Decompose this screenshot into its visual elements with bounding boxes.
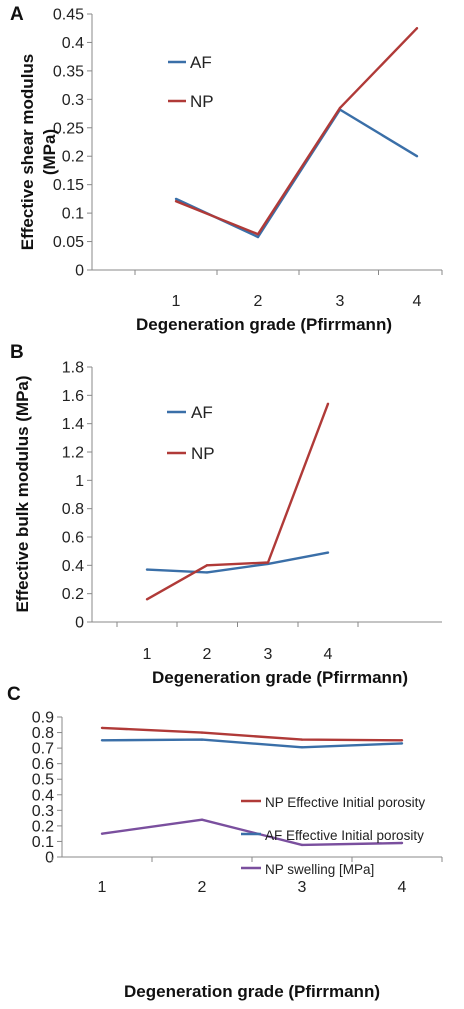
chart1-y-axis-title-line: Effective shear modulus xyxy=(18,54,37,251)
chart2-panel-label: B xyxy=(10,342,24,363)
chart3-series-line-3 xyxy=(101,818,403,847)
chart2-x-tick-label: 1 xyxy=(143,646,152,663)
chart2-series-1-point xyxy=(205,571,209,574)
chart2-legend-label-1: AF xyxy=(191,403,213,422)
chart2-x-tick-label: 3 xyxy=(264,646,273,663)
chart1-series-1-point xyxy=(174,197,178,201)
chart3-series-line-1 xyxy=(101,726,403,742)
chart1-series-1-point xyxy=(415,155,419,158)
chart3-y-tick-label: 0.8 xyxy=(32,725,54,742)
chart1-legend-label-2: NP xyxy=(190,92,214,111)
chart1-y-tick-label: 0.05 xyxy=(53,234,84,251)
chart3-x-tick-label: 2 xyxy=(198,879,207,896)
chart2-y-tick-label: 1 xyxy=(75,473,84,490)
chart1-series-1-point xyxy=(256,235,260,239)
chart1-x-axis-title: Degeneration grade (Pfirrmann) xyxy=(136,315,392,334)
chart3-y-tick-label: 0.2 xyxy=(32,818,54,835)
chart1-x-tick-label: 1 xyxy=(172,293,181,310)
chart1-y-tick-label: 0.3 xyxy=(62,92,84,109)
chart3-panel-label: C xyxy=(7,684,21,705)
chart1-y-tick-label: 0.1 xyxy=(62,206,84,223)
chart3-x-tick-label: 3 xyxy=(298,879,307,896)
chart3-y-tick-label: 0.6 xyxy=(32,756,54,773)
chart2-y-tick-label: 1.4 xyxy=(62,416,84,433)
chart1-y-tick-label: 0.35 xyxy=(53,63,84,80)
chart1-y-axis-title: Effective shear modulus (MPa) xyxy=(18,54,59,251)
chart3-legend-label-2: AF Effective Initial porosity xyxy=(265,828,424,843)
chart3-series-1-point xyxy=(200,731,204,734)
chart3-y-tick-label: 0.5 xyxy=(32,772,54,789)
chart1-x-tick-label: 4 xyxy=(413,293,422,310)
chart1-y-tick-label: 0.25 xyxy=(53,120,84,137)
chart1-y-tick-label: 0.45 xyxy=(53,7,84,24)
chart2-y-axis-title: Effective bulk modulus (MPa) xyxy=(13,375,32,612)
chart1-x-tick-label: 2 xyxy=(254,293,263,310)
chart3-series-2-point xyxy=(400,742,404,745)
chart3-x-axis-title: Degeneration grade (Pfirrmann) xyxy=(124,982,380,1001)
chart2-y-tick-label: 0.6 xyxy=(62,530,84,547)
chart1-series-2-point xyxy=(415,27,419,30)
chart3-series-line-2 xyxy=(101,738,403,749)
chart1-series-2-point xyxy=(174,200,178,203)
chart2-y-tick-label: 1.2 xyxy=(62,445,84,462)
chart2-legend-label-2: NP xyxy=(191,444,215,463)
chart3-series-3-point xyxy=(400,841,404,845)
chart3-series-1-point xyxy=(300,738,304,741)
chart3-y-tick-label: 0 xyxy=(45,850,54,867)
chart2-y-tick-label: 0 xyxy=(75,615,84,632)
chart2-y-axis-title-line: Effective bulk modulus (MPa) xyxy=(13,375,32,612)
chart3-series-3-point xyxy=(200,818,204,821)
chart2-y-tick-label: 1.6 xyxy=(62,388,84,405)
chart2-series-2-point xyxy=(266,561,270,564)
chart1-series-2-point xyxy=(338,106,342,110)
chart1-y-tick-label: 0.15 xyxy=(53,177,84,194)
chart3-y-tick-label: 0.3 xyxy=(32,803,54,820)
chart2-series-line-1 xyxy=(146,551,329,574)
chart2-y-tick-label: 0.8 xyxy=(62,501,84,518)
chart1-y-tick-label: 0.4 xyxy=(62,35,84,52)
chart2-series-2-point xyxy=(205,564,209,567)
chart3-series-2-point xyxy=(300,746,304,749)
chart3-series-1-point xyxy=(100,726,104,730)
chart3-series-3-point xyxy=(100,832,104,835)
chart1-series-2-point xyxy=(256,233,260,236)
chart3-series-2-point xyxy=(100,739,104,742)
chart2-y-tick-label: 1.8 xyxy=(62,360,84,377)
chart2-x-tick-label: 2 xyxy=(203,646,212,663)
chart1-panel-label: A xyxy=(10,4,24,25)
chart3-legend-label-3: NP swelling [MPa] xyxy=(265,862,374,877)
chart3-series-2-point xyxy=(200,738,204,741)
chart3-legend-label-1: NP Effective Initial porosity xyxy=(265,795,425,810)
chart3-y-tick-label: 0.4 xyxy=(32,787,54,804)
chart3-y-tick-label: 0.9 xyxy=(32,710,54,727)
chart1-y-tick-label: 0 xyxy=(75,263,84,280)
chart3-series-1-point xyxy=(400,739,404,742)
chart1-y-tick-label: 0.2 xyxy=(62,149,84,166)
chart2-series-2-point xyxy=(145,598,149,601)
chart2-series-1-point xyxy=(326,551,330,554)
chart3-y-tick-label: 0.7 xyxy=(32,741,54,758)
chart1-x-tick-label: 3 xyxy=(336,293,345,310)
chart3-y-tick-label: 0.1 xyxy=(32,834,54,851)
chart1-y-axis-title-line: (MPa) xyxy=(40,129,59,175)
chart3-x-tick-label: 1 xyxy=(98,879,107,896)
chart2-y-tick-label: 0.4 xyxy=(62,558,84,575)
chart1-legend-label-1: AF xyxy=(190,53,212,72)
chart2-x-tick-label: 4 xyxy=(324,646,333,663)
chart2-series-line-2 xyxy=(146,403,330,601)
chart1-series-line-2 xyxy=(175,27,418,236)
chart3-series-3-point xyxy=(300,843,304,847)
chart2-series-2-point xyxy=(326,402,330,405)
chart2-y-tick-label: 0.2 xyxy=(62,586,84,603)
chart2-x-axis-title: Degeneration grade (Pfirrmann) xyxy=(152,668,408,687)
chart2-series-1-point xyxy=(145,568,149,571)
chart3-x-tick-label: 4 xyxy=(398,879,407,896)
